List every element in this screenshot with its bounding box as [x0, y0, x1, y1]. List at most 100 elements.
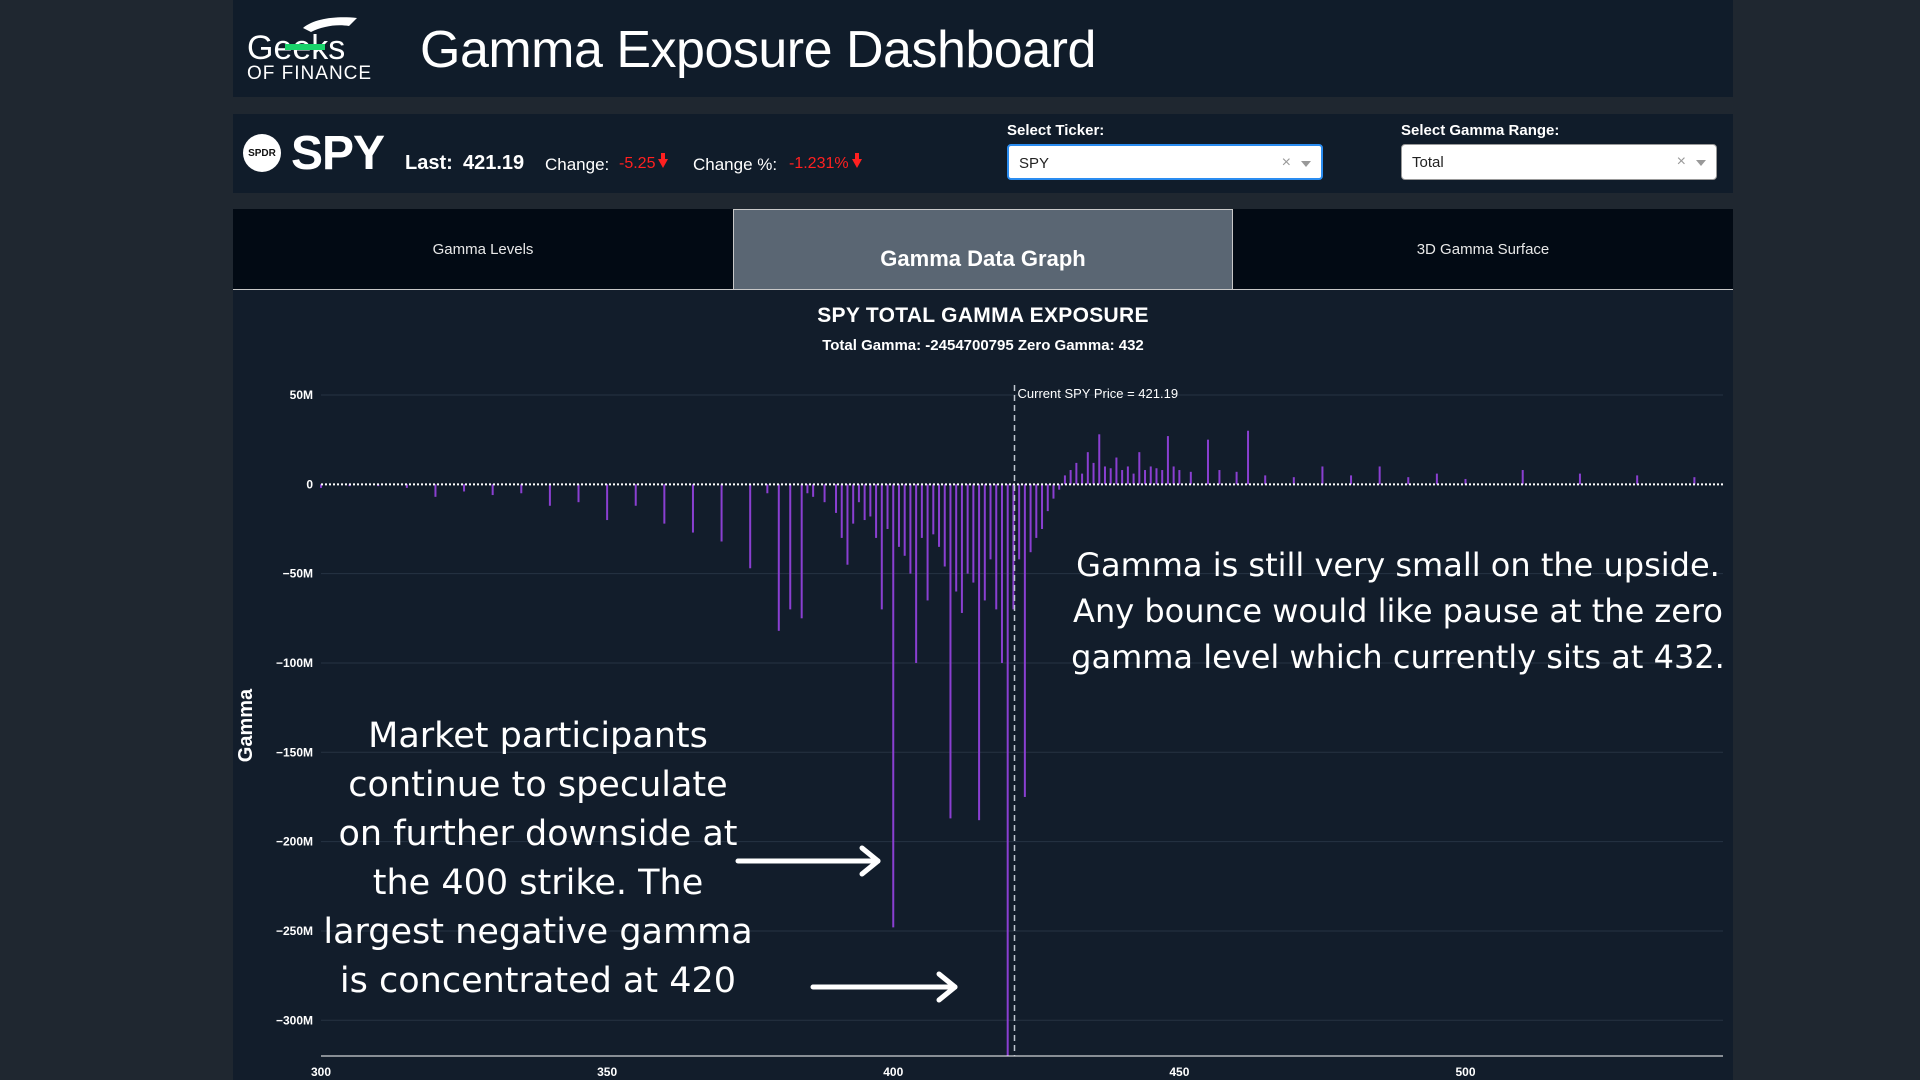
gamma-bar [1069, 470, 1072, 485]
chevron-down-icon[interactable] [1301, 161, 1311, 167]
change-percent-value: -1.231% [789, 153, 862, 173]
gamma-bar [875, 484, 878, 538]
gamma-bar [909, 484, 912, 574]
last-price-value: 421.19 [463, 152, 525, 174]
gamma-bar [897, 484, 900, 547]
gamma-bar [1578, 473, 1581, 485]
gamma-bar [886, 484, 889, 529]
gamma-bar [960, 484, 963, 613]
gamma-bar [1018, 484, 1021, 560]
annotation-downside: Market participants continue to speculat… [323, 716, 753, 1001]
gamma-bar [869, 484, 872, 517]
gamma-bar [1023, 484, 1026, 797]
gamma-bar [1098, 434, 1101, 485]
gamma-bar [1155, 468, 1158, 485]
gamma-bar [1144, 470, 1147, 485]
gamma-bar [995, 484, 998, 610]
gamma-bar [1109, 468, 1112, 485]
gamma-bar [1000, 484, 1003, 663]
change-value: -5.25 [619, 153, 669, 173]
gamma-bar [606, 484, 609, 521]
gamma-bar [800, 484, 803, 619]
tab-gamma-levels[interactable]: Gamma Levels [432, 240, 534, 258]
gamma-bar [1092, 462, 1095, 485]
gamma-bar [972, 484, 975, 583]
gamma-bar [915, 484, 918, 663]
change-value-text: -5.25 [619, 155, 656, 172]
chevron-down-icon[interactable] [1696, 160, 1706, 166]
gamma-range-select[interactable]: Total × [1401, 144, 1717, 180]
gamma-bar [1378, 466, 1381, 485]
geeks-of-finance-logo[interactable]: Geeks OF FINANCE [245, 14, 405, 84]
arrow-right-icon-head [936, 971, 958, 1003]
arrow-down-icon [658, 153, 669, 169]
gamma-bar [989, 484, 992, 560]
gamma-bar [1407, 477, 1410, 485]
gamma-bar [1126, 466, 1129, 485]
gamma-bar [1235, 471, 1238, 485]
tab-divider [233, 289, 1733, 290]
gamma-bar [1636, 475, 1639, 485]
gamma-bar [766, 484, 769, 494]
clear-icon[interactable]: × [1281, 154, 1291, 171]
chart-subtitle: Total Gamma: -2454700795 Zero Gamma: 432 [822, 337, 1144, 354]
arrow-right-icon-head [859, 845, 881, 877]
y-tick-label: −50M [283, 567, 313, 581]
gamma-bar [663, 484, 666, 524]
gamma-bar [463, 484, 466, 492]
gamma-bar [852, 484, 855, 524]
gamma-bar [1178, 470, 1181, 485]
gamma-bar [1103, 466, 1106, 485]
y-tick-label: −150M [276, 745, 313, 759]
gamma-bar-chart[interactable]: 50M 0 −50M −100M −150M −200M −250M −300M 300 350 4… [233, 290, 1733, 1080]
gamma-bar [1052, 484, 1055, 499]
gamma-bar [1350, 475, 1353, 485]
gamma-bar [1693, 477, 1696, 485]
gamma-bar [777, 484, 780, 631]
gamma-bar [983, 484, 986, 601]
gamma-bar [1075, 462, 1078, 485]
ticker-select-value: SPY [1019, 155, 1050, 172]
gamma-bar [634, 484, 637, 506]
current-price-label: Current SPY Price = 421.19 [1018, 386, 1179, 401]
gamma-bar [749, 484, 752, 569]
tab-3d-gamma-surface[interactable]: 3D Gamma Surface [1416, 240, 1550, 258]
gamma-bar [1189, 471, 1192, 485]
gamma-bar [1041, 484, 1044, 529]
gamma-bar [1264, 475, 1267, 485]
chart-area: SPY TOTAL GAMMA EXPOSURE Total Gamma: -2… [233, 290, 1733, 1080]
gamma-bar [1166, 436, 1169, 485]
range-select-value: Total [1412, 154, 1444, 171]
tab-gamma-data-graph[interactable]: Gamma Data Graph [733, 209, 1233, 289]
gamma-bar [823, 484, 826, 503]
change-percent-text: -1.231% [789, 155, 849, 172]
gamma-bar [1218, 470, 1221, 485]
ticker-select[interactable]: SPY × [1007, 144, 1323, 180]
x-tick-label: 350 [597, 1065, 617, 1079]
y-axis-label: Gamma [235, 688, 257, 762]
y-tick-label: 50M [290, 388, 313, 402]
gamma-bar [1172, 466, 1175, 485]
gamma-bar [1115, 457, 1118, 485]
gamma-bar [806, 484, 809, 494]
gamma-bar [955, 484, 958, 592]
x-tick-label: 400 [883, 1065, 903, 1079]
chart-title: SPY TOTAL GAMMA EXPOSURE [817, 304, 1149, 327]
change-label: Change: [545, 155, 610, 174]
gamma-bar [1435, 473, 1438, 485]
gamma-bar [405, 484, 408, 488]
gamma-bar [1121, 470, 1124, 485]
annotation-upside: Gamma is still very small on the upside.… [1071, 546, 1725, 676]
gamma-bar [1029, 484, 1032, 553]
clear-icon[interactable]: × [1676, 153, 1686, 170]
gamma-bar [1086, 452, 1089, 485]
gamma-bar [857, 484, 860, 503]
gamma-bar [1063, 475, 1066, 485]
spdr-logo-icon: SPDR [243, 134, 281, 172]
page-title: Gamma Exposure Dashboard [420, 21, 1096, 79]
change-percent-label: Change %: [693, 155, 778, 174]
ticker-select-label: Select Ticker: [1007, 122, 1105, 139]
gamma-bar [1138, 452, 1141, 485]
gamma-bar [1321, 466, 1324, 485]
gamma-bar [949, 484, 952, 819]
